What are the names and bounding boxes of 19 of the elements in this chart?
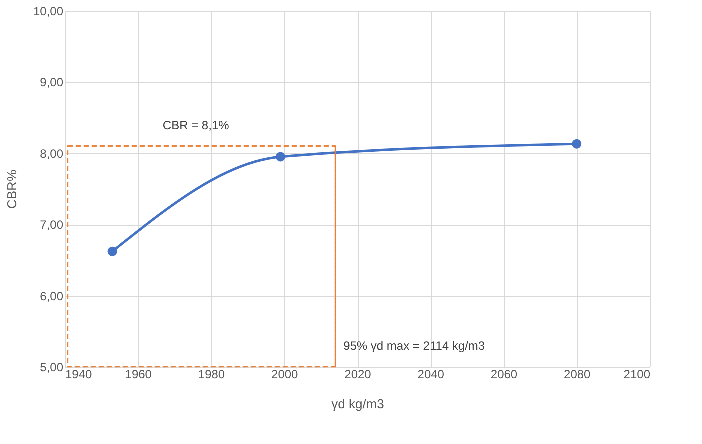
y-tick-label: 6,00: [40, 289, 64, 304]
y-tick-label: 9,00: [40, 76, 64, 90]
y-axis-title: CBR%: [4, 170, 20, 210]
y-tick-label: 10,00: [33, 4, 64, 18]
x-tick-label: 1980: [198, 368, 226, 382]
y-tick-label: 8,00: [40, 146, 64, 161]
x-tick-label: 1960: [125, 368, 152, 382]
x-tick-label: 2040: [418, 368, 445, 382]
x-tick-label: 2020: [344, 368, 372, 382]
x-tick-label: 2100: [624, 368, 651, 382]
x-tick-label: 1940: [66, 368, 93, 382]
y-tick-label: 5,00: [40, 360, 64, 374]
ref-line-label: CBR = 8,1%: [162, 118, 230, 132]
y-tick-label: 7,00: [40, 218, 64, 232]
x-axis-title: γd kg/m3: [332, 396, 384, 412]
annotation: 95% γd max = 2114 kg/m3: [344, 339, 486, 353]
x-tick-label: 2080: [564, 368, 592, 382]
x-tick-label: 2000: [272, 368, 299, 382]
x-tick-label: 2060: [490, 368, 518, 382]
